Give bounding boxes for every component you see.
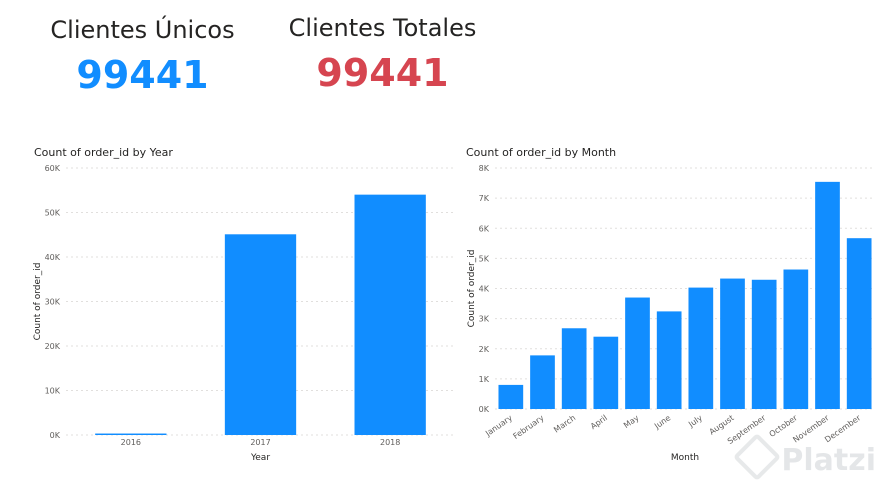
platzi-watermark: Platzi [781, 443, 876, 478]
kpi-label-unique-clients: Clientes Únicos [50, 16, 235, 44]
y-tick-label: 6K [479, 224, 490, 233]
y-tick-label: 20K [45, 342, 61, 351]
bar [751, 279, 777, 409]
bar [720, 278, 745, 409]
x-tick-label: January [483, 413, 514, 438]
y-axis-title: Count of order_id [467, 250, 477, 328]
y-tick-label: 3K [479, 315, 490, 324]
y-tick-label: 1K [479, 375, 490, 384]
y-tick-label: 0K [479, 405, 490, 414]
y-axis-title: Count of order_id [33, 263, 43, 341]
bar [530, 355, 555, 409]
kpi-value-unique-clients: 99441 [76, 53, 209, 97]
bar [95, 433, 167, 435]
x-tick-label: 2017 [250, 438, 270, 447]
y-tick-label: 30K [45, 298, 61, 307]
x-tick-label: 2018 [380, 438, 400, 447]
y-tick-label: 5K [479, 254, 490, 263]
x-tick-label: April [589, 413, 609, 431]
x-tick-label: August [708, 413, 736, 436]
bar [846, 238, 872, 409]
y-tick-label: 10K [45, 387, 61, 396]
bar [783, 269, 809, 409]
y-tick-label: 40K [45, 253, 61, 262]
bar [815, 181, 840, 409]
y-tick-label: 0K [50, 431, 61, 440]
bar [688, 287, 714, 409]
kpi-value-total-clients: 99441 [316, 51, 449, 95]
bar [593, 336, 619, 409]
y-tick-label: 2K [479, 345, 490, 354]
y-tick-label: 7K [479, 194, 490, 203]
x-tick-label: 2016 [121, 438, 141, 447]
kpi-card-total-clients: Clientes Totales 99441 [275, 14, 490, 92]
y-tick-label: 4K [479, 285, 490, 294]
x-tick-label: February [511, 413, 545, 441]
x-axis-title: Month [671, 453, 699, 463]
x-tick-label: December [823, 413, 863, 445]
y-tick-label: 60K [45, 164, 61, 173]
y-tick-label: 8K [479, 164, 490, 173]
kpi-card-unique-clients: Clientes Únicos 99441 [40, 16, 245, 94]
bar [354, 194, 426, 435]
x-tick-label: June [652, 413, 672, 431]
bar [656, 311, 682, 409]
x-tick-label: May [622, 413, 641, 430]
x-tick-label: July [686, 413, 704, 429]
y-tick-label: 50K [45, 209, 61, 218]
chart-title-year: Count of order_id by Year [34, 146, 173, 159]
bar [561, 328, 587, 409]
bar [498, 384, 524, 409]
bar [224, 234, 297, 435]
bar [625, 297, 650, 409]
chart-title-month: Count of order_id by Month [466, 146, 617, 159]
x-axis-title: Year [250, 453, 270, 463]
x-tick-label: March [552, 413, 577, 434]
kpi-label-total-clients: Clientes Totales [288, 14, 477, 42]
